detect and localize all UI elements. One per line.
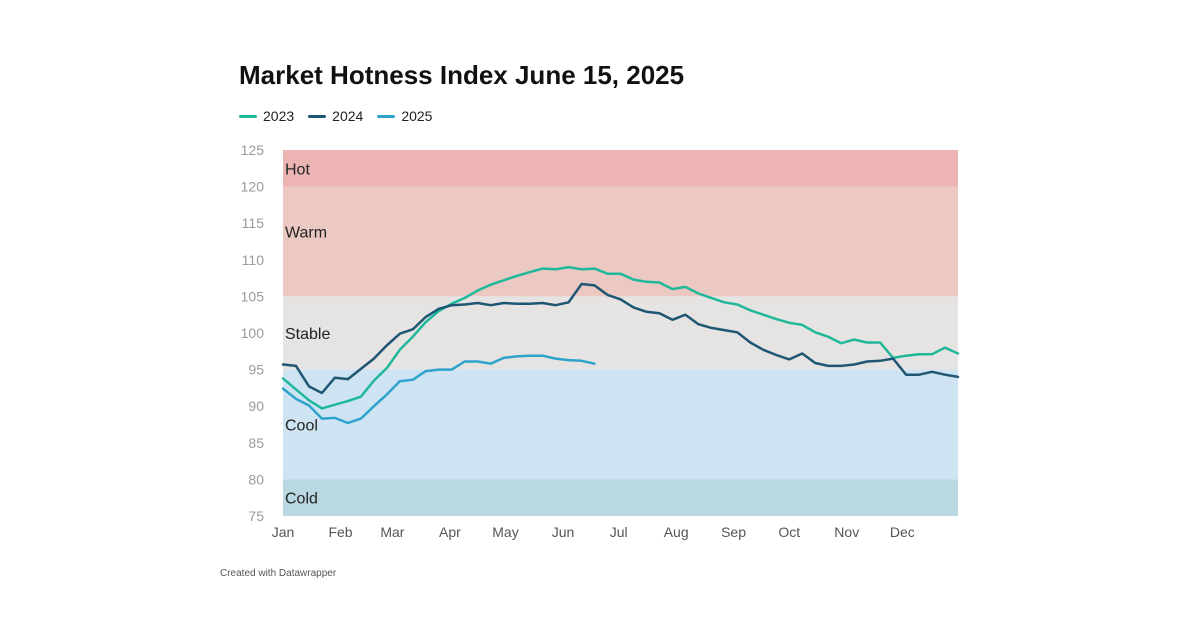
x-tick-label: Dec <box>890 524 915 540</box>
y-tick-label: 75 <box>248 508 264 524</box>
x-tick-label: Aug <box>664 524 689 540</box>
band-cool <box>283 369 958 480</box>
x-tick-label: Jan <box>272 524 295 540</box>
y-tick-label: 120 <box>241 179 265 195</box>
band-label-hot: Hot <box>285 161 310 178</box>
legend-item-2024: 2024 <box>308 108 363 124</box>
legend-label-2023: 2023 <box>263 108 295 124</box>
band-cold <box>283 479 958 516</box>
y-tick-label: 115 <box>242 215 265 231</box>
series-line-2023 <box>281 265 960 410</box>
y-tick-label: 95 <box>248 362 264 378</box>
y-axis: 125 120 115 110 105 100 95 90 85 80 75 <box>241 142 265 524</box>
series-line-2024 <box>281 282 960 395</box>
legend-item-2025: 2025 <box>377 108 432 124</box>
band-hot <box>283 150 958 187</box>
x-tick-label: Jun <box>552 524 575 540</box>
legend-item-2023: 2023 <box>239 108 294 124</box>
band-label-cool: Cool <box>285 418 318 435</box>
y-tick-label: 85 <box>248 435 264 451</box>
x-tick-label: Feb <box>328 524 352 540</box>
band-layer: Hot Warm Stable Cool Cold <box>283 150 958 516</box>
y-tick-label: 110 <box>242 252 265 268</box>
legend-label-2024: 2024 <box>332 108 364 124</box>
x-tick-label: Jul <box>610 524 628 540</box>
x-tick-label: Oct <box>778 524 800 540</box>
legend-swatch-2025 <box>377 114 396 118</box>
legend-label-2025: 2025 <box>401 108 433 124</box>
x-tick-label: May <box>492 524 518 540</box>
y-tick-label: 80 <box>248 471 264 487</box>
x-axis: Jan Feb Mar Apr May Jun Jul Aug Sep Oct Nov Dec <box>272 524 915 540</box>
y-tick-label: 105 <box>241 288 265 304</box>
y-tick-label: 100 <box>241 325 265 341</box>
band-warm <box>283 186 958 297</box>
chart-title: Market Hotness Index June 15, 2025 <box>239 60 685 90</box>
band-label-cold: Cold <box>285 491 318 508</box>
x-tick-label: Mar <box>380 524 404 540</box>
legend-swatch-2024 <box>308 114 327 118</box>
band-label-stable: Stable <box>285 326 330 343</box>
y-tick-label: 90 <box>248 398 264 414</box>
y-tick-label: 125 <box>241 142 265 158</box>
band-stable <box>283 296 958 370</box>
legend-swatch-2023 <box>239 114 257 118</box>
chart-legend: 2023 2024 2025 <box>239 108 432 124</box>
series-line-2025 <box>281 354 596 425</box>
credit-text: Created with Datawrapper <box>220 568 337 579</box>
band-label-warm: Warm <box>285 225 327 242</box>
x-tick-label: Nov <box>834 524 859 540</box>
series-layer <box>281 265 960 425</box>
x-tick-label: Apr <box>439 524 461 540</box>
x-tick-label: Sep <box>721 524 746 540</box>
